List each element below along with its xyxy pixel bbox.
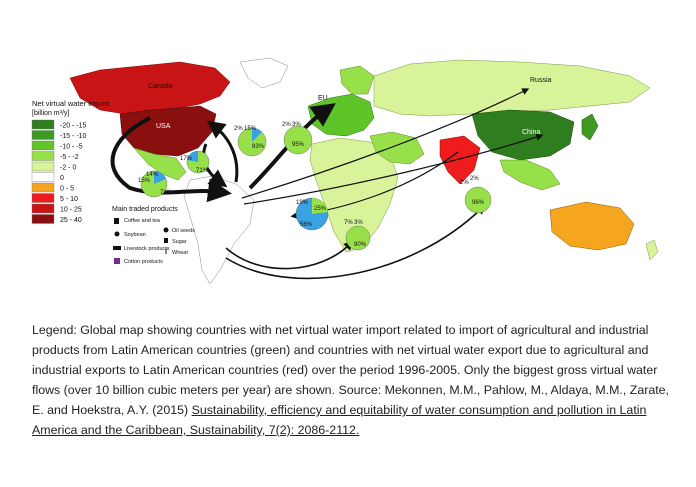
sugar-icon: Sugar <box>164 238 187 245</box>
legend-swatch <box>31 130 55 140</box>
pie-brazil: 56% 19% 25% <box>295 197 329 231</box>
oil-seeds-icon: Oil seeds <box>163 227 195 234</box>
svg-text:Cotton products: Cotton products <box>124 259 163 265</box>
svg-text:15%: 15% <box>138 178 151 184</box>
legend-water-import: Net virtual water import [billion m³/y] … <box>31 99 110 224</box>
legend-swatch <box>31 119 55 130</box>
flow-arrow-south <box>225 240 354 270</box>
map-canvas: Canada USA EU Russia China 71% 15% 14% 7… <box>31 57 659 285</box>
label-russia: Russia <box>530 77 552 84</box>
pie-asia: 96% 2% 2% <box>460 176 492 214</box>
flow-arrow-asia <box>225 204 486 280</box>
legend-label: -2 - 0 <box>60 165 76 172</box>
region-india <box>439 135 481 185</box>
legend-swatch <box>31 182 55 193</box>
figure-caption: Legend: Global map showing countries wit… <box>32 320 672 440</box>
svg-text:2%: 2% <box>470 176 479 182</box>
svg-text:3%: 3% <box>354 220 363 226</box>
coffee-icon: Coffee and tea <box>114 218 161 224</box>
region-scandinavia <box>339 65 375 95</box>
flow-arrow-usa-right <box>206 120 239 183</box>
legend-label: -15 - -10 <box>60 133 87 140</box>
soybean-icon: Soybean <box>114 231 146 238</box>
legend-unit: [billion m³/y] <box>32 110 69 117</box>
svg-text:56%: 56% <box>300 222 313 228</box>
svg-text:2%: 2% <box>282 122 291 128</box>
world-map: Canada USA EU Russia China 71% 15% 14% 7… <box>30 48 670 296</box>
legend-label: -10 - -5 <box>60 144 83 151</box>
region-mexico <box>133 147 187 181</box>
region-se-asia <box>499 159 561 191</box>
cotton-icon: Cotton products <box>114 258 163 265</box>
livestock-icon: Livestock products <box>113 246 170 252</box>
label-eu: EU <box>318 95 328 102</box>
svg-text:Livestock products: Livestock products <box>124 246 170 252</box>
legend-label: 0 <box>60 175 64 182</box>
legend-swatch <box>31 151 55 161</box>
legend-swatch <box>31 193 55 203</box>
svg-text:15%: 15% <box>244 126 257 132</box>
svg-text:95%: 95% <box>292 142 305 148</box>
products-title: Main traded products <box>112 206 178 213</box>
region-canada <box>69 61 231 115</box>
region-new-zealand <box>645 239 659 261</box>
legend-label: -5 - -2 <box>60 154 79 161</box>
legend-title: Net virtual water import <box>32 99 110 108</box>
svg-text:96%: 96% <box>472 200 485 206</box>
svg-text:83%: 83% <box>252 144 265 150</box>
region-japan <box>581 113 599 141</box>
flow-arrow-russia <box>241 88 530 199</box>
legend-swatch <box>31 140 55 151</box>
caption-text: Legend: Global map showing countries wit… <box>32 323 669 417</box>
region-australia <box>549 201 635 251</box>
svg-text:90%: 90% <box>354 242 367 248</box>
pie-usa-left: 71% 15% 14% <box>138 170 173 198</box>
pie-usa-mid: 71% 17% <box>180 150 210 174</box>
flow-arrow-usa-left <box>110 116 232 203</box>
legend-label: 5 - 10 <box>60 196 78 203</box>
svg-text:2%: 2% <box>234 126 243 132</box>
pie-south: 90% 7% 3% <box>344 220 371 251</box>
legend-swatch <box>31 161 55 172</box>
legend-swatch <box>31 172 55 182</box>
legend-swatch <box>31 203 55 214</box>
region-greenland <box>239 57 289 89</box>
legend-swatch <box>31 214 55 224</box>
legend-label: -20 - -15 <box>60 123 87 130</box>
source-link[interactable]: Sustainability, efficiency and equitabil… <box>32 403 647 437</box>
wheat-icon: Wheat <box>165 248 188 256</box>
region-russia <box>373 59 651 117</box>
legend-label: 25 - 40 <box>60 217 82 224</box>
legend-products: Main traded products Coffee and tea Oil … <box>112 206 195 265</box>
svg-text:Coffee and tea: Coffee and tea <box>124 218 161 224</box>
label-canada: Canada <box>148 83 173 90</box>
svg-text:71%: 71% <box>196 168 209 174</box>
label-china: China <box>522 129 540 136</box>
label-usa: USA <box>156 123 171 130</box>
flow-arrow-china <box>243 133 544 205</box>
svg-text:Soybean: Soybean <box>124 232 146 238</box>
svg-text:7%: 7% <box>344 220 353 226</box>
svg-text:14%: 14% <box>146 172 159 178</box>
svg-text:19%: 19% <box>296 200 309 206</box>
legend-label: 0 - 5 <box>60 186 74 193</box>
region-south-america <box>183 175 255 285</box>
svg-text:2%: 2% <box>460 180 469 186</box>
pie-eu: 95% 2% 3% <box>282 122 313 155</box>
svg-text:25%: 25% <box>314 206 327 212</box>
legend-label: 10 - 25 <box>60 207 82 214</box>
svg-text:17%: 17% <box>180 156 193 162</box>
region-usa <box>119 105 217 157</box>
svg-text:Wheat: Wheat <box>172 250 188 256</box>
svg-text:Sugar: Sugar <box>172 239 187 245</box>
svg-text:3%: 3% <box>292 122 301 128</box>
region-china <box>471 109 575 161</box>
pie-usa-right: 83% 2% 15% <box>234 126 267 157</box>
svg-text:71%: 71% <box>160 190 173 196</box>
svg-text:Oil seeds: Oil seeds <box>172 228 195 234</box>
